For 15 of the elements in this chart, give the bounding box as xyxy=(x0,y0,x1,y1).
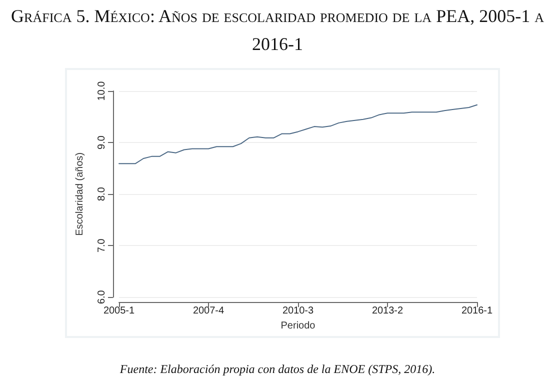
x-tick-label: 2007-4 xyxy=(192,306,225,317)
y-tick-label: 7.0 xyxy=(96,238,108,253)
chart-title: Gráfica 5. México: Años de escolaridad promedio de la PEA, 2005-1 a 2016-1 xyxy=(10,5,545,56)
y-tick-label: 6.0 xyxy=(96,290,108,304)
x-tick-label: 2013-2 xyxy=(372,306,404,317)
source-note: Fuente: Elaboración propia con datos de la ENOE (STPS, 2016). xyxy=(118,362,436,377)
x-tick-label: 2016-1 xyxy=(461,306,494,317)
y-axis-title: Escolaridad (años) xyxy=(74,152,86,236)
x-axis-title: Periodo xyxy=(280,320,316,332)
x-tick-label: 2010-3 xyxy=(282,306,314,317)
line-series xyxy=(118,104,478,164)
y-tick-label: 8.0 xyxy=(96,186,108,202)
x-tick-label: 2005-1 xyxy=(103,306,136,317)
y-tick-label: 9.0 xyxy=(96,135,108,150)
y-tick-label: 10.0 xyxy=(96,80,108,101)
